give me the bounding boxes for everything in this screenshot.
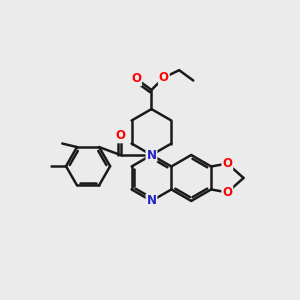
Text: N: N	[146, 148, 157, 161]
Text: N: N	[146, 194, 157, 207]
Text: O: O	[222, 186, 232, 199]
Text: O: O	[116, 129, 126, 142]
Text: O: O	[222, 157, 232, 170]
Text: O: O	[159, 71, 169, 84]
Text: O: O	[131, 72, 141, 85]
